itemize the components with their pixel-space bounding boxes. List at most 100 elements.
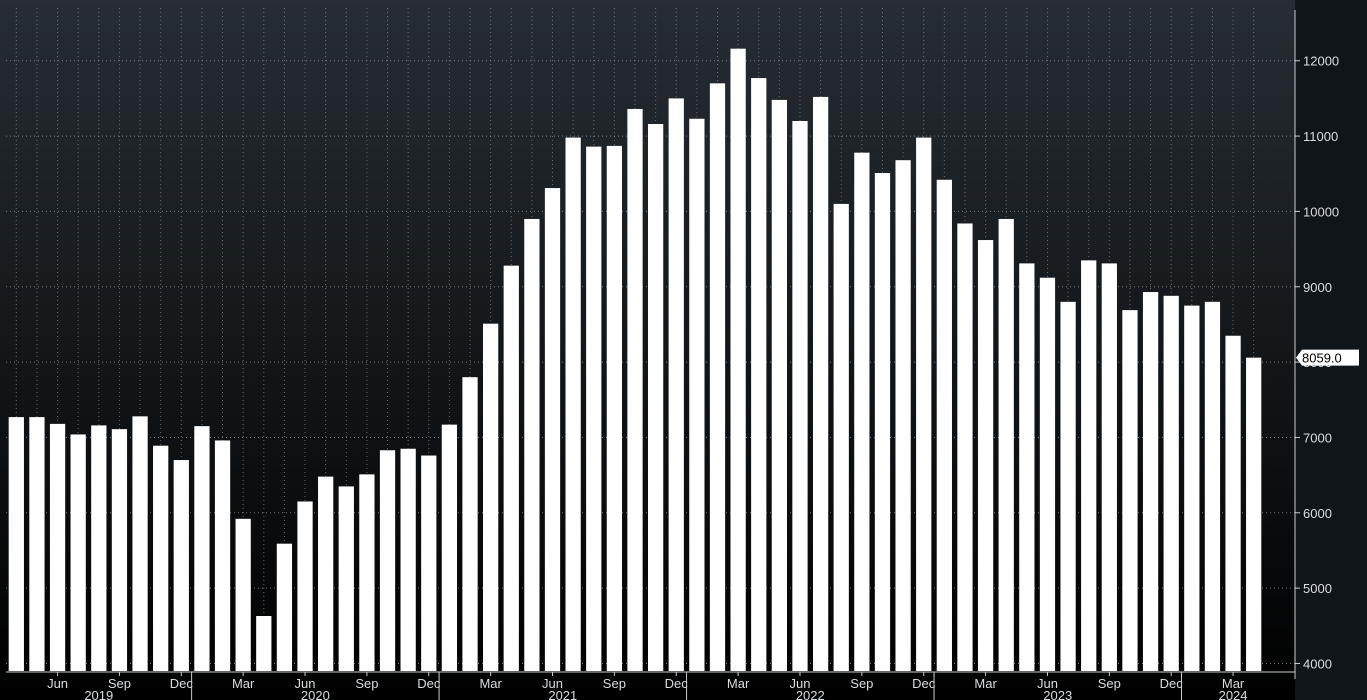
bar <box>627 108 643 672</box>
last-value-marker <box>1296 349 1359 366</box>
bar <box>1163 295 1179 671</box>
bar <box>1184 305 1200 671</box>
x-tick-label: Dec <box>170 676 194 691</box>
bar <box>276 543 293 671</box>
bar <box>709 83 726 671</box>
y-tick-label: 7000 <box>1303 430 1332 445</box>
bar <box>359 474 375 671</box>
bar <box>977 240 994 672</box>
bar <box>111 429 128 671</box>
bar <box>1142 292 1159 671</box>
bar <box>668 98 684 672</box>
x-tick-label: Sep <box>850 676 873 691</box>
y-tick-label: 6000 <box>1303 506 1332 521</box>
bar <box>606 145 623 671</box>
x-tick-label: Sep <box>1098 676 1121 691</box>
y-axis: 4000500060007000800090001000011000120008… <box>1294 10 1359 679</box>
plot-background <box>0 0 1295 700</box>
bar <box>895 160 911 671</box>
bar <box>441 424 458 671</box>
year-label: 2024 <box>1219 688 1248 700</box>
bar <box>1101 263 1117 671</box>
x-tick-label: Mar <box>232 676 255 691</box>
x-tick-label: Sep <box>603 676 626 691</box>
bar <box>462 377 478 671</box>
bar <box>524 218 540 672</box>
y-tick-label: 11000 <box>1303 129 1338 144</box>
year-label: 2023 <box>1043 688 1072 700</box>
bar <box>1060 301 1076 671</box>
bar <box>1081 260 1097 671</box>
bar <box>70 434 86 671</box>
bar <box>1019 263 1035 671</box>
bar <box>565 137 581 671</box>
bar <box>235 518 251 671</box>
bar <box>297 501 313 671</box>
x-tick-label: Sep <box>108 676 131 691</box>
bar <box>483 323 499 671</box>
y-tick-label: 12000 <box>1303 54 1339 69</box>
bar <box>751 78 767 672</box>
x-tick-label: Sep <box>355 676 378 691</box>
x-tick-label: Mar <box>479 676 502 691</box>
bar <box>173 460 189 671</box>
x-tick-label: Dec <box>912 676 936 691</box>
x-tick-label: Jun <box>542 676 563 691</box>
bar <box>318 476 334 671</box>
bar <box>998 218 1014 672</box>
bar <box>29 417 45 671</box>
bar <box>730 48 746 672</box>
bar <box>854 152 870 671</box>
bar <box>400 448 416 671</box>
bar <box>338 486 354 671</box>
bar <box>132 416 148 671</box>
bar <box>1122 310 1138 671</box>
bar-series <box>8 48 1262 672</box>
x-tick-label: Mar <box>1222 676 1245 691</box>
last-value-label: 8059.0 <box>1302 351 1342 366</box>
bar <box>503 265 519 671</box>
year-label: 2019 <box>84 688 113 700</box>
y-tick-label: 9000 <box>1303 280 1332 295</box>
x-tick-label: Jun <box>1037 676 1058 691</box>
bar <box>812 96 829 671</box>
bar <box>647 124 664 671</box>
bar <box>421 455 437 671</box>
bar <box>874 172 891 672</box>
x-tick-label: Mar <box>727 676 750 691</box>
bar <box>1204 301 1221 671</box>
bar <box>833 203 849 672</box>
bar <box>689 118 705 671</box>
bar <box>936 179 952 671</box>
y-tick-label: 4000 <box>1303 656 1332 671</box>
bar <box>214 440 231 671</box>
x-tick-label: Jun <box>295 676 316 691</box>
bar <box>153 445 169 671</box>
bar <box>194 426 210 671</box>
bar <box>586 146 602 672</box>
bar <box>1225 335 1241 671</box>
bar <box>1039 277 1056 671</box>
bar <box>916 137 932 671</box>
year-label: 2021 <box>548 688 577 700</box>
y-tick-label: 10000 <box>1303 204 1339 219</box>
bar <box>957 223 973 671</box>
bar <box>91 425 107 671</box>
x-tick-label: Dec <box>665 676 689 691</box>
x-tick-label: Dec <box>1160 676 1184 691</box>
x-tick-label: Dec <box>417 676 441 691</box>
year-label: 2022 <box>796 688 825 700</box>
bar <box>544 188 561 672</box>
x-tick-label: Jun <box>47 676 68 691</box>
x-tick-label: Jun <box>789 676 810 691</box>
bar <box>792 121 808 672</box>
y-tick-label: 5000 <box>1303 581 1332 596</box>
bar <box>379 450 396 671</box>
x-tick-label: Mar <box>974 676 997 691</box>
bar <box>1246 357 1262 671</box>
year-label: 2020 <box>301 688 330 700</box>
x-axis: Jun Sep Dec Mar Jun Sep Dec Mar Jun Sep Dec Mar Jun S… <box>6 671 1295 700</box>
bar <box>8 417 24 671</box>
bar <box>49 423 66 671</box>
